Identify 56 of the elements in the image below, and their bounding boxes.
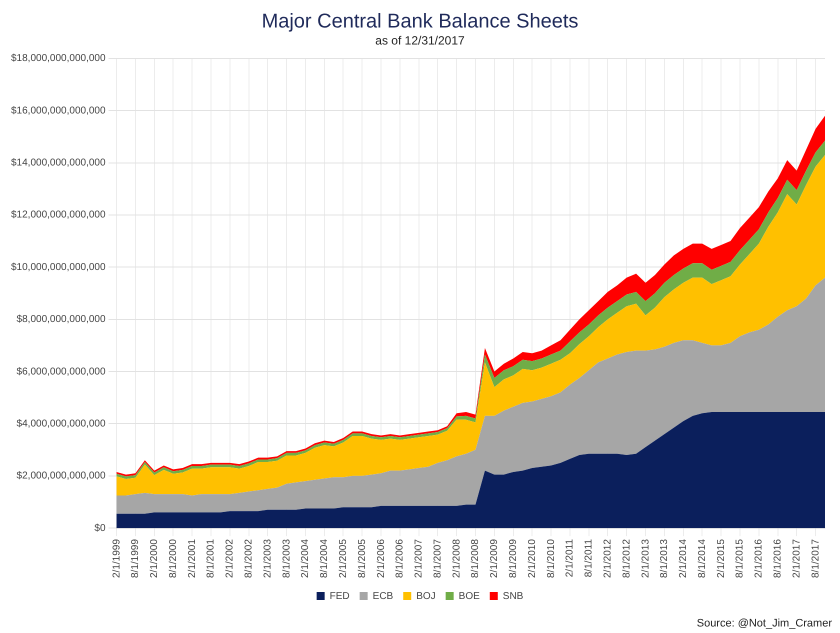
x-tick-label: 8/1/2001	[206, 538, 217, 578]
x-tick-label: 2/1/2005	[338, 538, 349, 578]
x-tick-label: 2/1/2010	[526, 538, 538, 578]
source-note: Source: @Not_Jim_Cramer	[696, 618, 832, 630]
y-tick-label: $18,000,000,000,000	[10, 53, 106, 64]
legend-label: FED	[330, 590, 350, 602]
x-tick-label: 8/1/2000	[168, 538, 179, 578]
y-tick-label: $12,000,000,000,000	[10, 210, 106, 221]
x-tick-label: 2/1/2004	[300, 538, 312, 578]
x-tick-label: 2/1/2007	[414, 538, 425, 578]
x-tick-label: 2/1/2008	[451, 538, 462, 578]
x-tick-label: 8/1/1999	[130, 538, 142, 578]
legend-label: BOE	[458, 590, 480, 602]
x-tick-label: 2/1/2017	[791, 538, 802, 578]
x-tick-label: 2/1/2002	[224, 538, 236, 578]
x-tick-label: 8/1/2005	[356, 538, 368, 578]
x-tick-label: 2/1/2006	[376, 538, 387, 578]
legend-label: ECB	[372, 590, 394, 602]
x-tick-label: 8/1/2012	[621, 538, 632, 578]
x-tick-label: 8/1/2006	[394, 538, 406, 578]
x-tick-label: 8/1/2002	[244, 538, 255, 578]
x-tick-label: 2/1/2016	[754, 538, 765, 578]
y-tick-label: $10,000,000,000,000	[10, 262, 106, 273]
x-tick-label: 2/1/2011	[564, 538, 576, 578]
y-tick-label: $6,000,000,000,000	[16, 366, 106, 378]
x-tick-label: 2/1/2000	[149, 538, 160, 578]
x-tick-label: 2/1/2014	[678, 538, 690, 578]
chart-subtitle: as of 12/31/2017	[375, 34, 466, 48]
x-tick-label: 8/1/2009	[508, 538, 520, 578]
x-tick-label: 8/1/2013	[659, 538, 670, 578]
x-tick-label: 2/1/1999	[111, 538, 122, 578]
x-tick-label: 2/1/2009	[489, 538, 500, 578]
x-tick-label: 8/1/2015	[734, 538, 746, 578]
chart-title: Major Central Bank Balance Sheets	[262, 10, 578, 33]
x-tick-label: 8/1/2008	[470, 538, 482, 578]
x-tick-label: 8/1/2011	[584, 538, 595, 578]
y-tick-label: $2,000,000,000,000	[16, 470, 106, 482]
x-tick-label: 2/1/2001	[186, 538, 198, 578]
x-tick-label: 8/1/2017	[810, 538, 822, 578]
x-tick-label: 2/1/2015	[716, 538, 727, 578]
x-tick-label: 8/1/2016	[772, 538, 784, 578]
x-tick-label: 2/1/2003	[262, 538, 274, 578]
y-tick-label: $0	[94, 522, 106, 534]
x-tick-label: 8/1/2010	[546, 538, 557, 578]
x-tick-label: 8/1/2014	[696, 538, 708, 578]
y-tick-label: $4,000,000,000,000	[16, 418, 106, 430]
x-tick-label: 8/1/2007	[432, 538, 444, 578]
x-tick-label: 2/1/2013	[640, 538, 652, 578]
x-tick-label: 8/1/2004	[319, 538, 330, 578]
x-tick-label: 2/1/2012	[602, 538, 614, 578]
y-tick-label: $8,000,000,000,000	[16, 314, 106, 326]
legend-label: BOJ	[416, 590, 436, 602]
y-tick-label: $14,000,000,000,000	[10, 158, 106, 169]
legend-label: SNB	[502, 590, 524, 602]
x-tick-label: 8/1/2003	[281, 538, 292, 578]
y-tick-label: $16,000,000,000,000	[10, 105, 106, 116]
